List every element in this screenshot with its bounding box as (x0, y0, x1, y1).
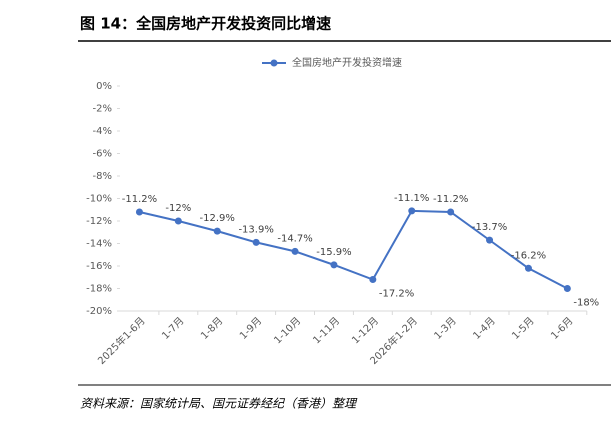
x-tick-label: 1-3月 (432, 315, 459, 342)
y-tick-label: -8% (93, 171, 112, 182)
x-tick-label: 1-12月 (349, 315, 381, 347)
data-label: -11.1% (394, 193, 429, 204)
source-note: 资料来源：国家统计局、国元证券经纪（香港）整理 (80, 397, 358, 411)
legend-marker (270, 59, 278, 67)
data-point (291, 247, 299, 255)
data-point (408, 207, 416, 215)
data-label: -18% (573, 298, 599, 309)
y-tick-label: -6% (93, 149, 112, 160)
x-tick-label: 1-9月 (237, 315, 264, 342)
legend-label: 全国房地产开发投资增速 (292, 56, 402, 69)
data-label: -16.2% (511, 250, 546, 261)
x-tick-label: 1-8月 (198, 315, 225, 342)
data-label: -15.9% (316, 247, 351, 258)
y-tick-label: 0% (96, 81, 112, 92)
data-label: -13.7% (472, 222, 507, 233)
y-tick-label: -10% (86, 194, 112, 205)
data-label: -14.7% (277, 233, 312, 244)
y-tick-label: -14% (86, 239, 112, 250)
y-tick-label: -16% (86, 261, 112, 272)
data-point (563, 285, 571, 292)
data-label: -11.2% (433, 194, 468, 205)
x-tick-label: 1-7月 (159, 315, 186, 342)
data-point (447, 208, 455, 216)
y-tick-label: -18% (86, 284, 112, 295)
data-point (252, 238, 260, 246)
data-label: -12% (165, 203, 191, 214)
data-point (524, 264, 532, 272)
data-point (135, 208, 143, 216)
data-point (330, 261, 338, 269)
series-line (139, 209, 568, 290)
x-tick-label: 2025年1-6月 (95, 314, 148, 367)
data-point (213, 227, 221, 235)
y-tick-label: -2% (93, 104, 112, 115)
data-point (486, 236, 494, 244)
data-label: -11.2% (122, 194, 157, 205)
x-tick-label: 1-5月 (510, 315, 537, 342)
figure-title: 图 14：全国房地产开发投资同比增速 (80, 15, 331, 33)
x-tick-label: 1-11月 (311, 315, 343, 347)
data-label: -13.9% (238, 224, 273, 235)
y-tick-label: -4% (93, 126, 112, 137)
x-tick-label: 1-10月 (272, 315, 304, 347)
x-tick-label: 1-6月 (548, 315, 575, 342)
data-point (369, 276, 377, 283)
data-label: -12.9% (200, 213, 235, 224)
data-point (174, 217, 182, 225)
y-tick-label: -12% (86, 216, 112, 227)
data-label: -17.2% (379, 289, 414, 300)
x-tick-label: 1-4月 (471, 315, 498, 342)
y-tick-label: -20% (86, 306, 112, 317)
